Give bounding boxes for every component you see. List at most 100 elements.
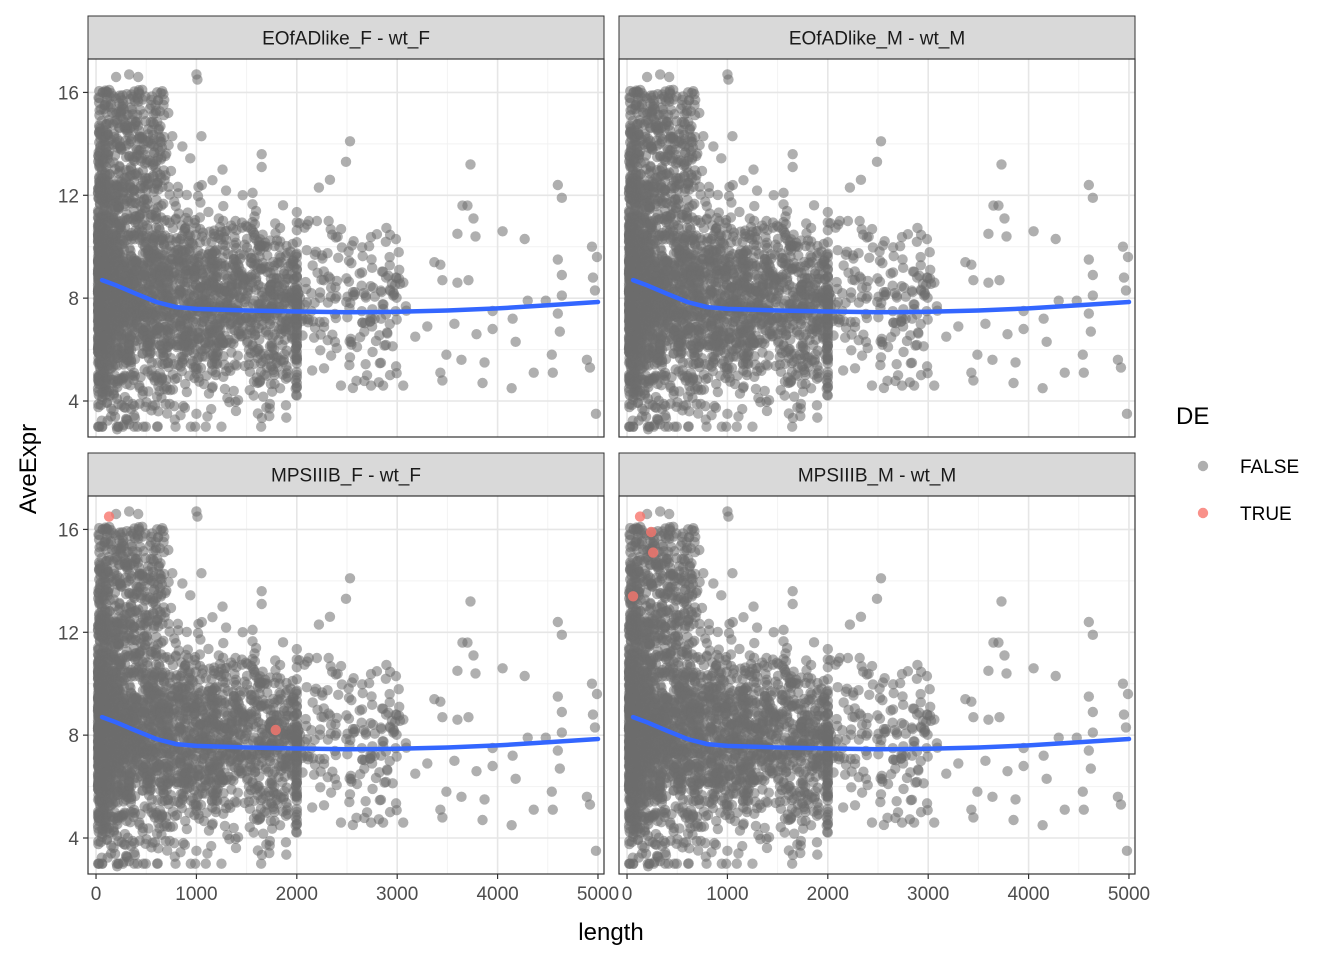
data-point-false <box>381 223 391 233</box>
facet-title: EOfADlike_F - wt_F <box>262 29 430 50</box>
data-point-false <box>138 239 148 249</box>
data-point-false <box>149 183 159 193</box>
data-point-false <box>233 350 243 360</box>
data-point-false <box>749 201 759 211</box>
data-point-false <box>149 319 159 329</box>
data-point-false <box>104 85 114 95</box>
data-point-false <box>279 349 289 359</box>
data-point-false <box>398 380 408 390</box>
data-point-false <box>153 406 163 416</box>
data-point-false <box>106 411 116 421</box>
data-point-false <box>119 256 129 266</box>
data-point-false <box>316 275 326 285</box>
data-point-false <box>294 218 304 228</box>
data-point-false <box>133 134 143 144</box>
data-point-false <box>148 170 158 180</box>
data-point-false <box>360 359 370 369</box>
data-point-false <box>385 370 395 380</box>
facet-panel: EOfADlike_M - wt_M <box>619 16 1135 437</box>
data-point-false <box>96 246 106 256</box>
data-point-false <box>125 331 135 341</box>
data-point-false <box>256 162 266 172</box>
data-point-false <box>592 252 602 262</box>
data-point-false <box>127 399 137 409</box>
data-point-false <box>333 253 343 263</box>
data-point-false <box>281 412 291 422</box>
data-point-false <box>394 247 404 257</box>
data-point-false <box>205 337 215 347</box>
data-point-false <box>118 95 128 105</box>
data-point-false <box>366 380 376 390</box>
data-point-false <box>732 422 742 432</box>
data-point-false <box>281 361 291 371</box>
data-point-false <box>706 410 716 420</box>
data-point-false <box>721 422 731 432</box>
data-point-false <box>152 422 162 432</box>
data-point-false <box>269 351 279 361</box>
y-tick-label: 16 <box>58 83 79 104</box>
data-point-false <box>99 256 109 266</box>
data-point-false <box>217 164 227 174</box>
data-point-false <box>587 242 597 252</box>
data-point-false <box>201 370 211 380</box>
data-point-false <box>185 153 195 163</box>
data-point-false <box>150 108 160 118</box>
data-point-false <box>264 286 274 296</box>
data-point-false <box>230 397 240 407</box>
data-point-false <box>348 291 358 301</box>
data-point-false <box>272 235 282 245</box>
data-point-false <box>237 190 247 200</box>
data-point-false <box>381 272 391 282</box>
data-point-false <box>151 195 161 205</box>
data-point-false <box>155 235 165 245</box>
data-point-false <box>547 350 557 360</box>
data-point-false <box>104 184 114 194</box>
data-point-false <box>233 326 243 336</box>
data-point-false <box>357 267 367 277</box>
data-point-false <box>315 345 325 355</box>
data-point-false <box>140 402 150 412</box>
data-point-false <box>201 422 211 432</box>
data-point-false <box>347 240 357 250</box>
data-point-false <box>142 223 152 233</box>
data-point-false <box>471 329 481 339</box>
data-point-false <box>137 85 147 95</box>
data-point-false <box>193 191 203 201</box>
data-point-false <box>110 370 120 380</box>
data-point-false <box>253 408 263 418</box>
data-point-false <box>99 104 109 114</box>
data-point-false <box>323 297 333 307</box>
data-point-false <box>309 298 319 308</box>
data-point-false <box>336 380 346 390</box>
data-point-false <box>557 290 567 300</box>
data-point-false <box>588 272 598 282</box>
data-point-false <box>548 368 558 378</box>
data-point-false <box>281 374 291 384</box>
data-point-false <box>179 277 189 287</box>
data-point-false <box>292 207 302 217</box>
data-point-false <box>101 119 111 129</box>
y-tick-label: 4 <box>68 392 79 413</box>
data-point-false <box>362 370 372 380</box>
data-point-false <box>112 296 122 306</box>
data-point-false <box>422 321 432 331</box>
data-point-false <box>188 291 198 301</box>
data-point-false <box>374 330 384 340</box>
data-point-false <box>348 383 358 393</box>
data-point-false <box>468 213 478 223</box>
data-point-false <box>216 422 226 432</box>
data-point-false <box>112 315 122 325</box>
data-point-false <box>221 185 231 195</box>
data-point-false <box>95 142 105 152</box>
data-point-false <box>462 200 472 210</box>
data-point-false <box>102 128 112 138</box>
data-point-false <box>207 175 217 185</box>
data-point-false <box>762 406 772 416</box>
data-point-false <box>385 319 395 329</box>
data-point-false <box>590 285 600 295</box>
data-point-false <box>105 169 115 179</box>
data-point-false <box>394 265 404 275</box>
data-point-false <box>323 216 333 226</box>
data-point-false <box>251 206 261 216</box>
